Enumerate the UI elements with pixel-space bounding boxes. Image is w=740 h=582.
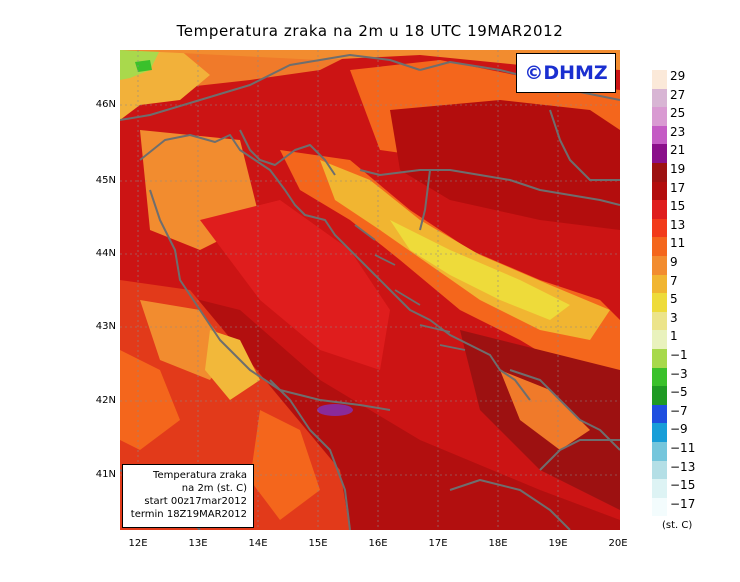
- legend-label: −7: [670, 403, 688, 418]
- legend-swatch: [652, 497, 667, 517]
- lat-label-46n: 46N: [95, 99, 116, 110]
- legend-label: 11: [670, 236, 686, 251]
- dhmz-logo: ©DHMZ: [516, 53, 616, 93]
- legend-label: −9: [670, 422, 688, 437]
- legend-swatch: [652, 274, 667, 294]
- legend-swatch: [652, 237, 667, 256]
- legend-swatch: [652, 479, 667, 498]
- legend-swatch: [652, 107, 667, 126]
- legend-swatch: [652, 349, 667, 368]
- lon-label-16e: 16E: [368, 538, 388, 549]
- legend-swatch: [652, 460, 667, 480]
- legend-label: 1: [670, 329, 678, 344]
- legend-swatch: [652, 200, 667, 219]
- legend-swatch: [652, 144, 667, 163]
- legend-swatch: [652, 404, 667, 424]
- info-line-4: termin 18Z19MAR2012: [130, 509, 247, 520]
- legend-label: 7: [670, 273, 678, 288]
- lat-label-45n: 45N: [95, 175, 116, 186]
- lat-label-44n: 44N: [95, 248, 116, 259]
- legend-swatch: [652, 423, 667, 442]
- lon-label-20e: 20E: [608, 538, 628, 549]
- lon-label-13e: 13E: [188, 538, 208, 549]
- legend-swatch: [652, 330, 667, 349]
- legend-swatch: [652, 181, 667, 201]
- legend-label: 19: [670, 162, 686, 176]
- info-line-2: na 2m (st. C): [181, 483, 247, 494]
- legend-label: 3: [670, 310, 678, 325]
- legend-label: 29: [670, 69, 686, 83]
- temperature-map: [120, 50, 620, 530]
- legend-swatch: [652, 125, 667, 145]
- legend-swatch: [652, 293, 667, 312]
- info-line-3: start 00z17mar2012: [144, 496, 247, 507]
- legend-swatch: [652, 256, 667, 275]
- legend-swatch: [652, 163, 667, 182]
- info-line-1: Temperatura zraka: [153, 470, 247, 481]
- legend-label: −3: [670, 366, 688, 381]
- legend-swatch: [652, 218, 667, 238]
- legend-label: −15: [670, 478, 696, 493]
- legend-label: 9: [670, 255, 678, 269]
- lon-label-15e: 15E: [308, 538, 328, 549]
- legend-units: (st. C): [662, 520, 693, 531]
- lat-label-43n: 43N: [95, 321, 116, 332]
- lon-label-18e: 18E: [488, 538, 508, 549]
- legend-label: 15: [670, 199, 686, 214]
- legend-swatch: [652, 70, 667, 89]
- legend-label: −11: [670, 441, 696, 455]
- legend-label: 5: [670, 292, 678, 307]
- legend-swatch: [652, 88, 667, 108]
- legend-label: 27: [670, 87, 686, 102]
- map-title: Temperatura zraka na 2m u 18 UTC 19MAR20…: [176, 22, 564, 40]
- info-box: Temperatura zraka na 2m (st. C) start 00…: [122, 464, 254, 528]
- lon-label-12e: 12E: [128, 538, 148, 549]
- lon-label-14e: 14E: [248, 538, 268, 549]
- lon-label-19e: 19E: [548, 538, 568, 549]
- legend-swatch: [652, 442, 667, 461]
- legend-label: −17: [670, 496, 696, 511]
- legend-label: 25: [670, 106, 686, 121]
- legend-label: 17: [670, 180, 686, 195]
- legend-label: 21: [670, 143, 686, 158]
- lon-label-17e: 17E: [428, 538, 448, 549]
- lat-label-41n: 41N: [95, 469, 116, 480]
- legend-swatch: [652, 367, 667, 387]
- legend-label: −5: [670, 385, 688, 400]
- legend-label: 13: [670, 217, 686, 232]
- legend-label: −1: [670, 348, 688, 362]
- lat-label-42n: 42N: [95, 395, 116, 406]
- legend-label: −13: [670, 459, 696, 474]
- legend-swatch: [652, 386, 667, 405]
- legend-label: 23: [670, 124, 686, 139]
- legend-swatch: [652, 311, 667, 331]
